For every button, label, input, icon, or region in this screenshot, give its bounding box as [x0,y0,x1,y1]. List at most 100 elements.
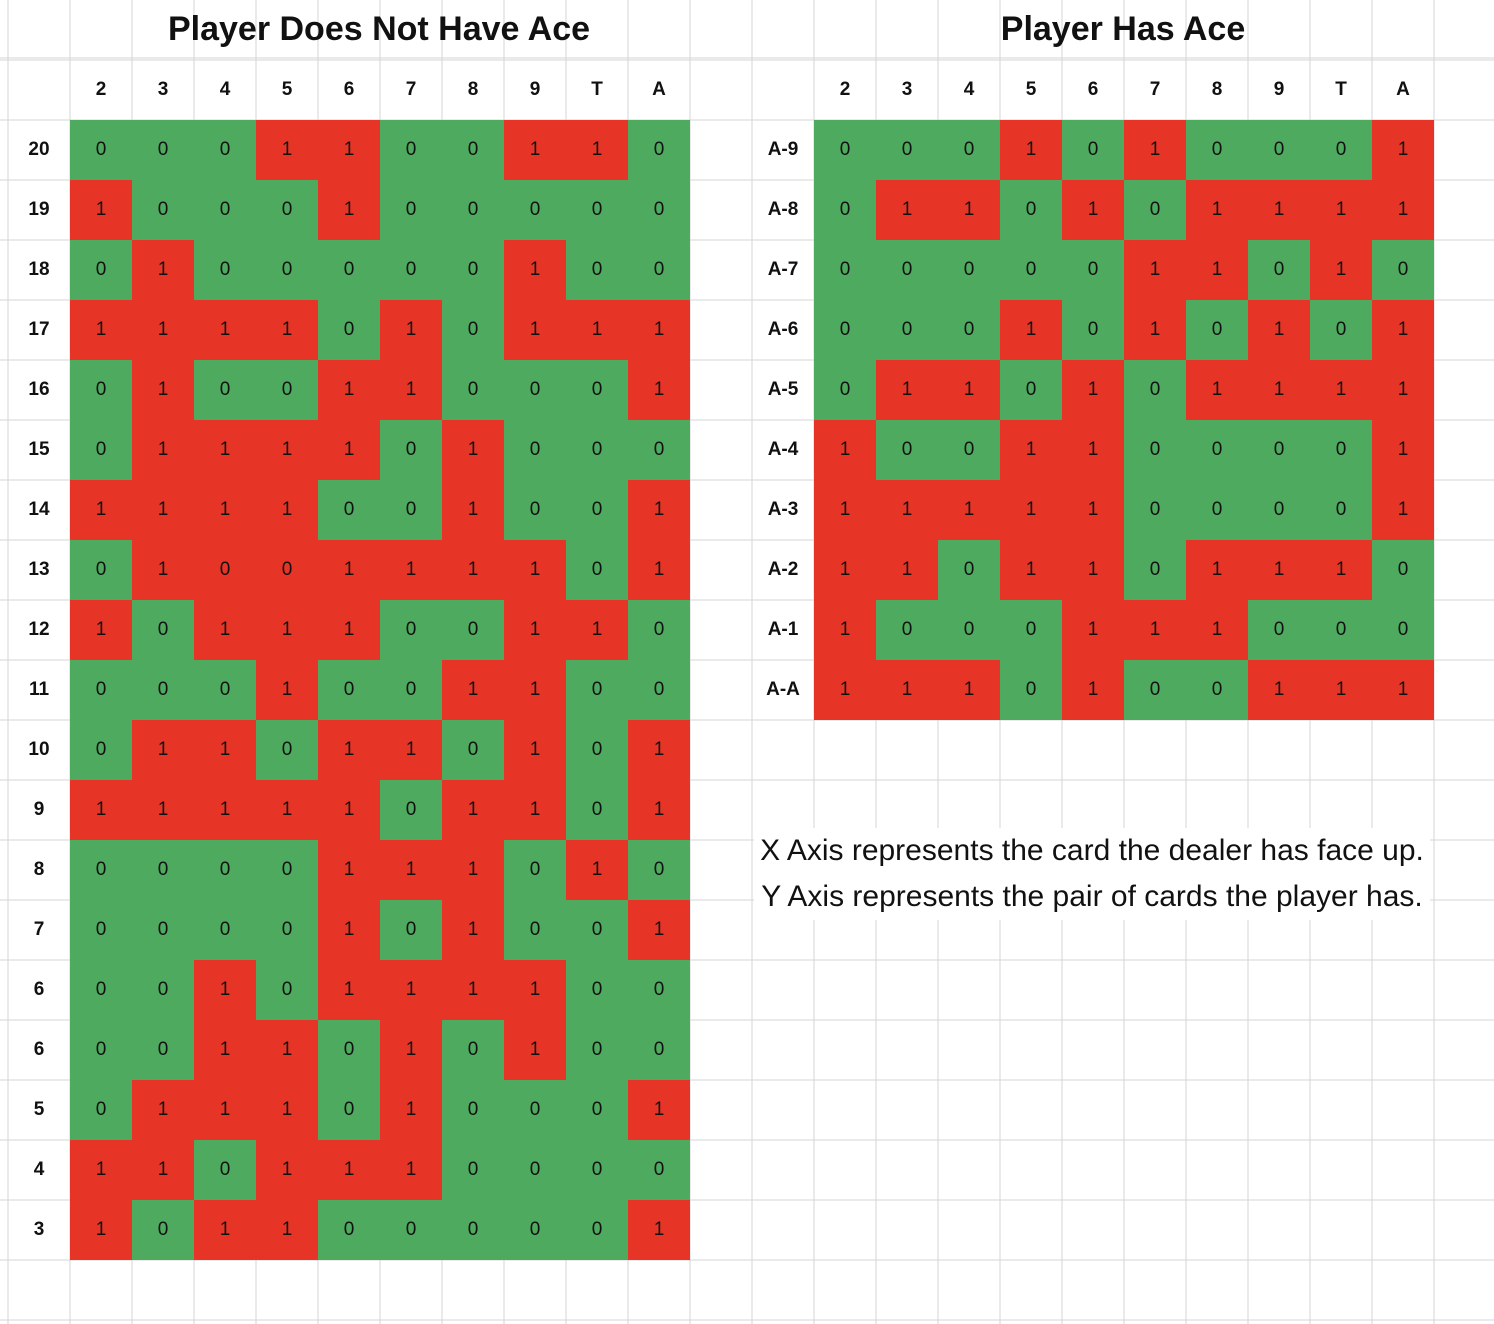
left-table-cell[interactable]: 0 [132,960,194,1020]
left-table-cell[interactable]: 0 [442,240,504,300]
right-table-col-header[interactable]: 4 [938,60,1000,120]
left-table-cell[interactable]: 1 [256,780,318,840]
left-table-cell[interactable]: 0 [628,840,690,900]
left-table-cell[interactable]: 1 [132,300,194,360]
right-table-cell[interactable]: 1 [1310,660,1372,720]
right-table-cell[interactable]: 0 [1248,420,1310,480]
left-table-cell[interactable]: 1 [194,420,256,480]
left-table-cell[interactable]: 1 [132,240,194,300]
left-table-cell[interactable]: 1 [628,720,690,780]
right-table-col-header[interactable]: 9 [1248,60,1310,120]
right-table-row-label[interactable]: A-7 [752,240,814,300]
right-table-cell[interactable]: 0 [1062,120,1124,180]
left-table-cell[interactable]: 1 [380,300,442,360]
right-table-cell[interactable]: 1 [1186,600,1248,660]
right-table-cell[interactable]: 0 [814,360,876,420]
left-table-cell[interactable]: 0 [566,960,628,1020]
right-table-cell[interactable]: 1 [1186,360,1248,420]
right-table-cell[interactable]: 0 [1310,600,1372,660]
right-table-cell[interactable]: 1 [814,660,876,720]
left-table-row-label[interactable]: 11 [8,660,70,720]
right-table-cell[interactable]: 0 [876,120,938,180]
left-table-cell[interactable]: 0 [70,720,132,780]
left-table-cell[interactable]: 0 [380,120,442,180]
right-table-row-label[interactable]: A-6 [752,300,814,360]
left-table-cell[interactable]: 1 [256,1020,318,1080]
left-table-cell[interactable]: 1 [442,960,504,1020]
left-table-cell[interactable]: 0 [70,240,132,300]
left-table-cell[interactable]: 1 [256,1080,318,1140]
right-table-cell[interactable]: 1 [1062,660,1124,720]
right-table-cell[interactable]: 0 [1124,360,1186,420]
right-table-row-label[interactable]: A-9 [752,120,814,180]
left-table-cell[interactable]: 0 [442,1080,504,1140]
right-table-cell[interactable]: 0 [1124,480,1186,540]
right-table-cell[interactable]: 1 [1062,420,1124,480]
left-table-cell[interactable]: 0 [380,900,442,960]
right-table-cell[interactable]: 0 [1000,180,1062,240]
left-table-cell[interactable]: 0 [70,360,132,420]
left-table-cell[interactable]: 0 [132,600,194,660]
left-table-title[interactable]: Player Does Not Have Ace [70,0,688,58]
left-table-cell[interactable]: 0 [256,720,318,780]
right-table-cell[interactable]: 1 [876,660,938,720]
left-table-cell[interactable]: 0 [442,180,504,240]
left-table-cell[interactable]: 0 [442,300,504,360]
right-table-col-header[interactable]: T [1310,60,1372,120]
left-table-cell[interactable]: 1 [194,480,256,540]
left-table-cell[interactable]: 1 [318,360,380,420]
left-table-cell[interactable]: 1 [256,120,318,180]
left-table-cell[interactable]: 0 [566,1200,628,1260]
right-table-cell[interactable]: 0 [1124,540,1186,600]
left-table-cell[interactable]: 0 [70,1080,132,1140]
left-table-row-label[interactable]: 14 [8,480,70,540]
left-table-cell[interactable]: 1 [628,780,690,840]
left-table-cell[interactable]: 1 [380,1020,442,1080]
left-table-col-header[interactable]: T [566,60,628,120]
left-table-cell[interactable]: 0 [380,240,442,300]
right-table-cell[interactable]: 1 [1186,180,1248,240]
left-table-cell[interactable]: 1 [194,720,256,780]
right-table-cell[interactable]: 0 [1248,480,1310,540]
left-table-cell[interactable]: 0 [70,120,132,180]
left-table-cell[interactable]: 1 [380,1080,442,1140]
left-table-col-header[interactable]: 8 [442,60,504,120]
left-table-cell[interactable]: 1 [256,600,318,660]
left-table-cell[interactable]: 1 [504,300,566,360]
left-table-cell[interactable]: 0 [504,840,566,900]
left-table-cell[interactable]: 1 [318,540,380,600]
left-table-cell[interactable]: 1 [380,960,442,1020]
left-table-cell[interactable]: 1 [442,420,504,480]
left-table-cell[interactable]: 0 [380,1200,442,1260]
left-table-cell[interactable]: 1 [628,540,690,600]
right-table-cell[interactable]: 0 [1186,480,1248,540]
right-table-cell[interactable]: 0 [1186,300,1248,360]
right-table-cell[interactable]: 0 [938,600,1000,660]
right-table-cell[interactable]: 1 [814,540,876,600]
left-table-cell[interactable]: 0 [318,480,380,540]
left-table-cell[interactable]: 1 [628,300,690,360]
left-table-cell[interactable]: 0 [566,180,628,240]
right-table-cell[interactable]: 1 [814,600,876,660]
left-table-row-label[interactable]: 6 [8,960,70,1020]
right-table-cell[interactable]: 1 [1372,480,1434,540]
right-table-cell[interactable]: 0 [1248,240,1310,300]
right-table-cell[interactable]: 1 [1310,180,1372,240]
left-table-cell[interactable]: 0 [628,1140,690,1200]
right-table-col-header[interactable]: 2 [814,60,876,120]
left-table-cell[interactable]: 1 [318,960,380,1020]
right-table-cell[interactable]: 0 [1310,300,1372,360]
left-table-row-label[interactable]: 3 [8,1200,70,1260]
right-table-cell[interactable]: 0 [1248,120,1310,180]
left-table-cell[interactable]: 1 [132,720,194,780]
left-table-row-label[interactable]: 19 [8,180,70,240]
right-table-cell[interactable]: 1 [1124,300,1186,360]
right-table-col-header[interactable]: 7 [1124,60,1186,120]
right-table-cell[interactable]: 0 [1000,360,1062,420]
left-table-cell[interactable]: 1 [504,120,566,180]
left-table-cell[interactable]: 1 [628,480,690,540]
left-table-cell[interactable]: 0 [566,1140,628,1200]
right-table-cell[interactable]: 0 [876,300,938,360]
left-table-cell[interactable]: 0 [442,1140,504,1200]
left-table-col-header[interactable]: 5 [256,60,318,120]
